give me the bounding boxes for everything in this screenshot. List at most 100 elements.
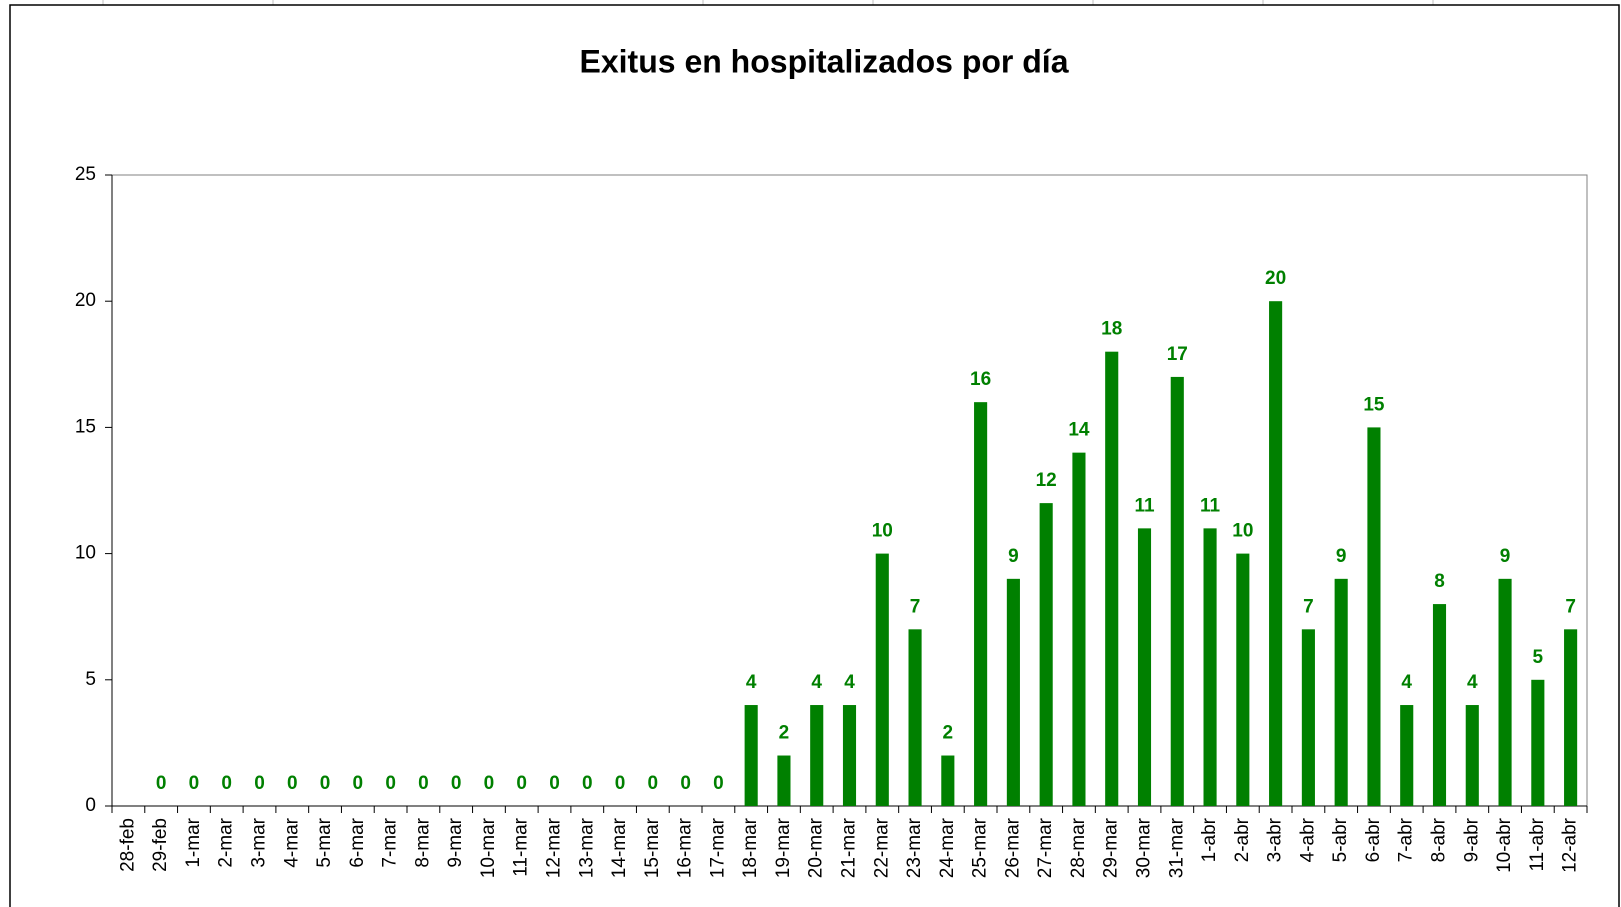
x-tick-label: 11-mar [511,817,532,876]
x-tick-label: 2-mar [216,817,237,867]
x-tick-label: 17-mar [707,817,728,878]
value-label: 0 [254,773,265,794]
value-label: 9 [1008,546,1019,567]
value-label: 7 [1303,596,1314,617]
value-label: 0 [549,773,560,794]
x-tick-label: 24-mar [937,817,958,878]
bar [1137,528,1152,806]
y-tick-label: 15 [75,416,96,437]
value-label: 11 [1200,495,1221,516]
x-tick-label: 26-mar [1002,817,1023,878]
x-tick-label: 23-mar [904,817,925,878]
x-tick-label: 30-mar [1134,817,1155,878]
value-label: 0 [320,773,331,794]
bar [1105,351,1119,806]
value-label: 0 [680,773,691,794]
value-label: 4 [811,672,822,693]
bar [974,402,988,806]
x-tick-label: 14-mar [609,817,630,878]
value-label: 7 [1565,596,1576,617]
value-label: 0 [648,773,659,794]
bar [1203,528,1217,806]
value-label: 0 [287,773,298,794]
bar [908,629,922,806]
bar [777,755,791,806]
value-label: 0 [156,773,167,794]
value-label: 0 [713,773,724,794]
bar [810,705,824,806]
value-label: 4 [1401,672,1412,693]
bar [842,705,857,806]
x-tick-label: 1-abr [1199,817,1220,862]
x-tick-label: 4-mar [281,817,302,867]
x-tick-label: 12-mar [544,817,565,878]
x-tick-label: 28-feb [117,818,138,872]
value-label: 15 [1363,394,1385,415]
y-tick-label: 0 [85,795,96,816]
bar [875,553,889,806]
value-label: 0 [516,773,527,794]
bar [1269,301,1283,806]
value-label: 2 [779,723,790,744]
bar [1432,604,1447,806]
value-label: 10 [1232,521,1253,542]
x-tick-label: 25-mar [970,817,991,878]
x-tick-label: 21-mar [839,817,860,878]
x-tick-label: 2-abr [1232,817,1253,862]
y-tick-label: 5 [85,669,96,690]
x-tick-label: 19-mar [773,817,794,878]
value-label: 4 [746,672,757,693]
value-label: 20 [1265,268,1286,289]
bar [1564,629,1578,806]
value-label: 8 [1434,571,1445,592]
x-tick-label: 5-abr [1330,817,1351,862]
value-label: 0 [451,773,462,794]
x-tick-label: 16-mar [675,817,696,878]
x-tick-label: 9-mar [445,817,466,867]
bar [744,705,758,806]
bar [1531,679,1545,806]
bar [1072,452,1086,806]
x-tick-label: 29-mar [1101,817,1122,878]
x-tick-label: 18-mar [740,817,761,878]
value-label: 12 [1036,470,1057,491]
x-tick-label: 22-mar [871,817,892,878]
value-label: 18 [1101,319,1122,340]
x-tick-label: 3-abr [1265,817,1286,862]
value-label: 4 [1467,672,1478,693]
bar [1367,427,1381,806]
x-tick-label: 20-mar [806,817,827,878]
value-label: 0 [353,773,364,794]
y-tick-label: 10 [75,543,96,564]
x-tick-label: 29-feb [150,818,171,872]
value-label: 4 [844,672,855,693]
value-label: 5 [1533,647,1544,668]
value-label: 10 [872,521,893,542]
x-tick-label: 6-abr [1363,817,1384,862]
value-label: 7 [910,596,921,617]
value-label: 0 [615,773,626,794]
x-tick-label: 13-mar [576,817,597,878]
bar [1301,629,1315,806]
x-tick-label: 5-mar [314,817,335,867]
x-tick-label: 31-mar [1166,817,1187,878]
y-tick-label: 25 [75,164,96,185]
value-label: 16 [970,369,991,390]
value-label: 0 [189,773,200,794]
value-label: 2 [943,723,954,744]
x-tick-label: 7-abr [1396,817,1417,862]
value-label: 0 [385,773,396,794]
value-label: 0 [418,773,429,794]
bar [1170,376,1184,806]
bar [941,755,955,806]
x-tick-label: 7-mar [380,817,401,867]
x-tick-label: 8-mar [412,817,433,867]
bar [1006,578,1020,806]
x-tick-label: 27-mar [1035,817,1056,878]
value-label: 9 [1336,546,1347,567]
value-label: 11 [1134,495,1155,516]
value-label: 9 [1500,546,1511,567]
bar [1334,578,1348,806]
value-label: 0 [582,773,593,794]
x-tick-label: 10-mar [478,817,499,878]
